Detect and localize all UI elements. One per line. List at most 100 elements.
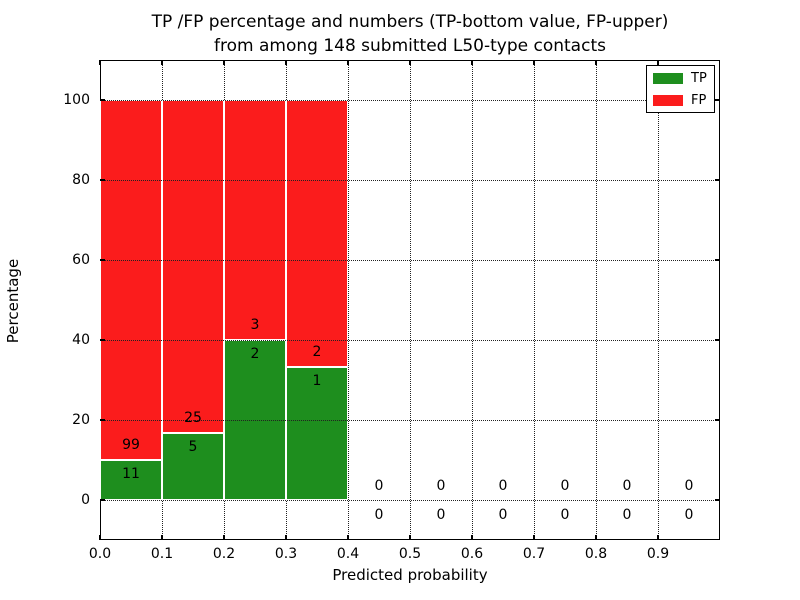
- y-axis-tick: [100, 499, 105, 501]
- x-axis-tick: [223, 535, 225, 540]
- y-axis-tick: [100, 339, 105, 341]
- x-axis-tick-top: [471, 60, 473, 65]
- fp-count-label: 0: [684, 478, 694, 494]
- x-tick-label: 0.3: [274, 546, 298, 562]
- x-tick-label: 0.8: [584, 546, 608, 562]
- y-axis-tick-right: [715, 339, 720, 341]
- tp-count-label: 5: [188, 439, 198, 456]
- y-axis-tick-right: [715, 179, 720, 181]
- y-tick-label: 100: [63, 92, 90, 108]
- tp-count-label: 1: [312, 372, 322, 389]
- y-axis-tick-right: [715, 99, 720, 101]
- chart-title-line-2: from among 148 submitted L50-type contac…: [214, 36, 606, 56]
- x-axis-tick: [285, 535, 287, 540]
- vertical-gridline: [347, 60, 349, 540]
- x-axis-tick-top: [347, 60, 349, 65]
- tp-count-label: 11: [122, 466, 140, 482]
- y-tick-label: 80: [72, 172, 90, 188]
- x-axis-tick-top: [161, 60, 163, 65]
- bar-segment-tp: [162, 433, 224, 500]
- legend-item-tp: TP: [653, 68, 714, 88]
- legend-item-fp: FP: [653, 90, 714, 110]
- x-tick-label: 0.7: [522, 546, 546, 562]
- chart-title-line-1: TP /FP percentage and numbers (TP-bottom…: [151, 12, 669, 32]
- bar-segment-fp: [224, 100, 286, 340]
- y-tick-label: 40: [72, 332, 90, 348]
- bar-segment-tp: [286, 366, 348, 500]
- tp-count-label: 0: [684, 507, 694, 523]
- x-axis-tick: [533, 535, 535, 540]
- chart-title: TP /FP percentage and numbers (TP-bottom…: [100, 10, 720, 58]
- tp-count-label: 0: [498, 507, 508, 523]
- tp-count-label: 0: [560, 507, 570, 523]
- x-axis-tick: [657, 535, 659, 540]
- fp-count-label: 0: [374, 478, 384, 494]
- x-tick-label: 0.9: [646, 546, 670, 562]
- y-axis-tick: [100, 259, 105, 261]
- x-axis-tick: [409, 535, 411, 540]
- x-tick-label: 0.0: [88, 546, 112, 562]
- x-tick-label: 0.5: [398, 546, 422, 562]
- tp-count-label: 0: [374, 507, 384, 523]
- x-axis-tick-top: [409, 60, 411, 65]
- legend-label-tp: TP: [691, 70, 707, 86]
- x-axis-tick-top: [285, 60, 287, 65]
- tp-count-label: 2: [250, 346, 260, 362]
- fp-count-label: 0: [498, 478, 508, 494]
- bar-segment-fp: [100, 100, 162, 460]
- horizontal-gridline: [100, 99, 720, 101]
- fp-count-label: 0: [436, 478, 446, 494]
- y-axis-tick: [100, 99, 105, 101]
- fp-count-label: 0: [622, 478, 632, 494]
- bar-segment-fp: [286, 100, 348, 367]
- legend-label-fp: FP: [691, 92, 707, 108]
- x-axis-tick-top: [223, 60, 225, 65]
- x-axis-label: Predicted probability: [332, 566, 488, 584]
- vertical-gridline: [657, 60, 659, 540]
- y-axis-label: Percentage: [4, 258, 22, 344]
- horizontal-gridline: [100, 179, 720, 181]
- x-axis-tick: [471, 535, 473, 540]
- x-tick-label: 0.4: [336, 546, 360, 562]
- y-axis-tick-right: [715, 259, 720, 261]
- y-axis-tick: [100, 179, 105, 181]
- x-axis-tick-top: [99, 60, 101, 65]
- fp-color-swatch: [653, 94, 683, 106]
- x-tick-label: 0.2: [212, 546, 236, 562]
- x-tick-label: 0.1: [150, 546, 174, 562]
- x-axis-tick: [161, 535, 163, 540]
- bar-segment-fp: [162, 100, 224, 434]
- x-axis-tick-top: [657, 60, 659, 65]
- tp-color-swatch: [653, 72, 683, 84]
- horizontal-gridline: [100, 339, 720, 341]
- horizontal-gridline: [100, 259, 720, 261]
- vertical-gridline: [409, 60, 411, 540]
- fp-count-label: 0: [560, 478, 570, 494]
- bar-segment-tp: [100, 460, 162, 500]
- y-axis-tick-right: [715, 499, 720, 501]
- y-tick-label: 0: [81, 492, 90, 508]
- vertical-gridline: [595, 60, 597, 540]
- vertical-gridline: [471, 60, 473, 540]
- x-tick-label: 0.6: [460, 546, 484, 562]
- vertical-gridline: [533, 60, 535, 540]
- tp-count-label: 0: [436, 507, 446, 523]
- horizontal-gridline: [100, 419, 720, 421]
- fp-count-label: 3: [250, 317, 260, 333]
- legend: TP FP: [646, 65, 715, 113]
- x-axis-tick-top: [595, 60, 597, 65]
- y-tick-label: 20: [72, 412, 90, 428]
- x-axis-tick: [595, 535, 597, 540]
- x-axis-tick: [347, 535, 349, 540]
- fp-count-label: 99: [122, 437, 140, 453]
- y-axis-tick: [100, 419, 105, 421]
- x-axis-tick-top: [533, 60, 535, 65]
- fp-count-label: 25: [184, 410, 202, 427]
- fp-count-label: 2: [312, 343, 322, 360]
- y-tick-label: 60: [72, 252, 90, 268]
- horizontal-gridline: [100, 499, 720, 501]
- x-axis-tick: [99, 535, 101, 540]
- y-axis-tick-right: [715, 419, 720, 421]
- tp-count-label: 0: [622, 507, 632, 523]
